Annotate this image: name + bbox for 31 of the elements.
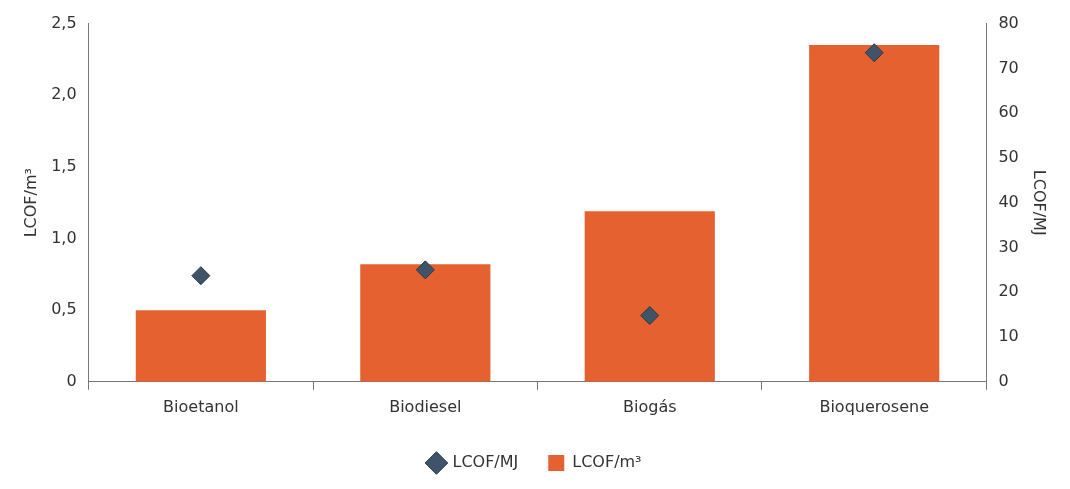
y-tick-label: 0,5 [51, 299, 77, 319]
legend-label: LCOF/m³ [572, 452, 642, 472]
y-tick-label: 2,0 [51, 84, 77, 104]
legend-label: LCOF/MJ [452, 452, 519, 472]
y2-tick-label: 70 [998, 57, 1019, 77]
y-tick-label: 1,0 [51, 227, 77, 247]
point [640, 306, 660, 326]
y2-tick-label: 20 [998, 281, 1019, 301]
point [415, 260, 435, 280]
y2-axis-title: LCOF/MJ [1030, 169, 1050, 236]
y2-tick-label: 60 [998, 102, 1019, 122]
point [864, 43, 884, 63]
bar [360, 264, 491, 382]
y-tick-label: 2,5 [51, 12, 77, 32]
y2-tick-label: 0 [998, 370, 1009, 390]
point [191, 266, 211, 286]
y2-tick-label: 10 [998, 326, 1019, 346]
bar [135, 310, 266, 382]
x-tick-label: Biogás [623, 396, 677, 416]
y2-tick-label: 40 [998, 191, 1019, 211]
y2-tick-label: 80 [998, 12, 1019, 32]
x-tick-label: Bioquerosene [819, 396, 929, 416]
y-tick-label: 0 [66, 370, 77, 390]
x-tick-label: Biodiesel [389, 396, 462, 416]
y2-tick-label: 30 [998, 236, 1019, 256]
x-tick-label: Bioetanol [163, 396, 239, 416]
y-axis-title: LCOF/m³ [20, 168, 40, 238]
bar [809, 45, 940, 382]
bar [584, 211, 715, 382]
y2-tick-label: 50 [998, 147, 1019, 167]
y-tick-label: 1,5 [51, 156, 77, 176]
